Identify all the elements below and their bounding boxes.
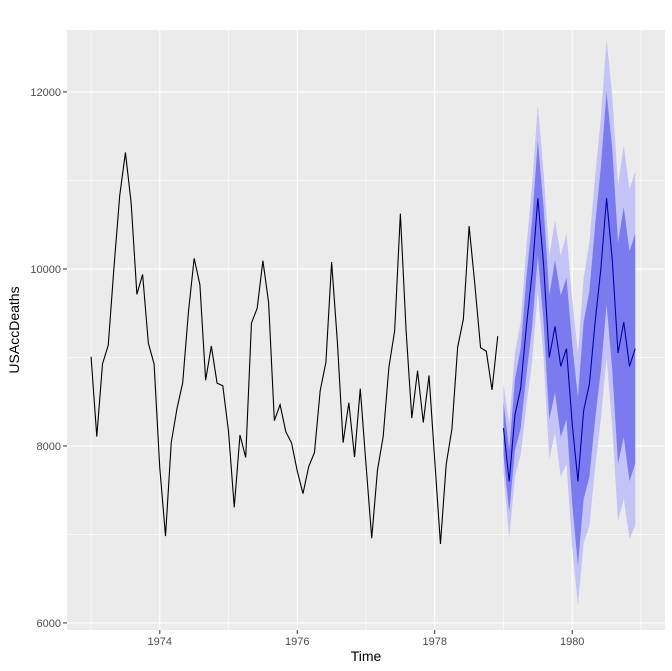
- x-tick-label: 1976: [285, 636, 309, 648]
- forecast-series-line: [502, 198, 636, 482]
- y-tick-label: 12000: [30, 87, 61, 99]
- x-tick-label: 1978: [422, 636, 446, 648]
- observed-series-line: [90, 152, 499, 545]
- major-gridlines: [67, 30, 665, 630]
- y-axis-title: USAccDeaths: [6, 286, 22, 373]
- y-axis-ticks: 6000 8000 10000 12000: [30, 87, 67, 630]
- x-axis-ticks: 1974 1976 1978 1980: [148, 630, 584, 648]
- x-axis-title: Time: [351, 648, 382, 664]
- y-tick-label: 6000: [37, 618, 61, 630]
- y-tick-label: 10000: [30, 264, 61, 276]
- x-tick-label: 1980: [560, 636, 584, 648]
- y-tick-label: 8000: [37, 441, 61, 453]
- x-tick-label: 1974: [148, 636, 172, 648]
